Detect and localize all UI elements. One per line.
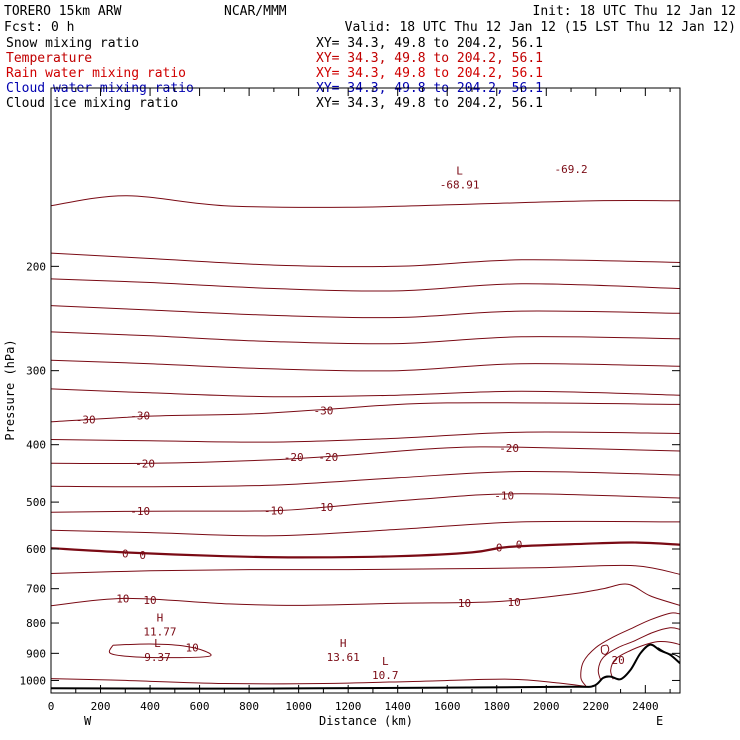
contour-label: -69.2 [554, 163, 587, 176]
contour-label: -10 [264, 505, 284, 518]
contour-label: -20 [135, 457, 155, 470]
terrain-line [657, 647, 680, 659]
field-label: Cloud ice mixing ratio [6, 96, 178, 111]
temperature-contour [51, 678, 586, 687]
x-tick-label: 400 [140, 700, 160, 713]
y-tick-label: 500 [26, 496, 46, 509]
contour-label: -30 [313, 404, 333, 417]
contour-label: -20 [499, 442, 519, 455]
temperature-contour [51, 252, 680, 268]
field-xy: XY= 34.3, 49.8 to 204.2, 56.1 [316, 51, 543, 66]
x-end-east: E [656, 714, 663, 728]
extremum-value: -68.91 [440, 179, 480, 192]
temperature-contour [51, 564, 680, 575]
temperature-contour [51, 278, 680, 292]
x-axis-label: Distance (km) [319, 714, 413, 728]
x-tick-label: 1200 [335, 700, 362, 713]
y-tick-label: 900 [26, 647, 46, 660]
init-time: Init: 18 UTC Thu 12 Jan 12 [533, 4, 737, 19]
temperature-contour [51, 305, 680, 319]
y-tick-label: 600 [26, 543, 46, 556]
terrain-line [51, 643, 680, 690]
contour-label: 0 [139, 549, 146, 562]
closed-contour [108, 643, 212, 659]
extremum-value: 9.37 [144, 651, 171, 664]
x-tick-label: 2200 [583, 700, 610, 713]
contour-label: -10 [130, 505, 150, 518]
y-tick-label: 700 [26, 583, 46, 596]
contour-label: 10 [458, 597, 471, 610]
contour-label: 10 [507, 596, 520, 609]
plot-area: -30 -30 -30-20 -20 -20-20-10 -10 -10-100 00 010 1… [20, 87, 681, 713]
field-xy: XY= 34.3, 49.8 to 204.2, 56.1 [316, 66, 543, 81]
temperature-contour [51, 402, 680, 423]
extremum-mark: H [340, 637, 347, 650]
y-tick-label: 800 [26, 617, 46, 630]
extremum-mark: H [157, 612, 164, 625]
forecast-hour: Fcst: 0 h [4, 20, 74, 35]
extremum-mark: L [382, 655, 389, 668]
x-tick-label: 200 [91, 700, 111, 713]
y-axis-label: Pressure (hPa) [3, 339, 17, 440]
x-end-west: W [84, 714, 92, 728]
temperature-contour [51, 446, 680, 465]
field-label: Temperature [6, 51, 92, 66]
org-title: NCAR/MMM [224, 4, 287, 19]
freezing-level-contour [51, 541, 680, 559]
y-tick-label: 400 [26, 439, 46, 452]
contour-label: -10 [313, 501, 333, 514]
contour-label: 10 [186, 642, 199, 655]
extremum-value: 13.61 [327, 651, 360, 664]
temperature-contour [51, 470, 680, 488]
temperature-contour [597, 627, 680, 681]
field-label: Rain water mixing ratio [6, 66, 186, 81]
temperature-contour [51, 583, 680, 607]
field-xy: XY= 34.3, 49.8 to 204.2, 56.1 [316, 96, 543, 111]
contour-label: 0 [516, 538, 523, 551]
contour-label: -10 [494, 489, 514, 502]
extremum-value: 11.77 [143, 626, 176, 639]
closed-contour [600, 644, 610, 655]
temperature-contour [51, 331, 680, 345]
x-tick-label: 1000 [285, 700, 312, 713]
contour-label: -30 [130, 409, 150, 422]
extremum-mark: L [456, 165, 463, 178]
x-tick-label: 1600 [434, 700, 461, 713]
temperature-contour [610, 640, 680, 680]
contour-label: 10 [116, 592, 129, 605]
x-tick-label: 2400 [632, 700, 659, 713]
plot-frame [50, 87, 681, 694]
temperature-contour [51, 359, 680, 372]
temperature-contour [51, 388, 680, 398]
field-xy: XY= 34.3, 49.8 to 204.2, 56.1 [316, 36, 543, 51]
contour-label: 0 [122, 548, 129, 561]
model-title: TORERO 15km ARW [4, 4, 122, 19]
x-tick-label: 0 [48, 700, 55, 713]
contour-label: -20 [284, 451, 304, 464]
field-legend: Snow mixing ratio XY= 34.3, 49.8 to 204.2… [6, 36, 543, 111]
contour-label: -30 [76, 414, 96, 427]
contour-label: 10 [143, 594, 156, 607]
field-label: Snow mixing ratio [6, 36, 139, 51]
x-tick-label: 2000 [533, 700, 560, 713]
extremum-mark: L [154, 637, 161, 650]
x-tick-label: 800 [239, 700, 259, 713]
temperature-contour [51, 195, 680, 208]
x-tick-label: 1800 [483, 700, 510, 713]
y-tick-label: 200 [26, 260, 46, 273]
contour-label: -20 [318, 451, 338, 464]
temperature-contour [51, 431, 680, 443]
extremum-value: 10.7 [372, 669, 399, 682]
contour-label: 20 [611, 654, 624, 667]
y-tick-label: 1000 [20, 674, 47, 687]
x-tick-label: 600 [190, 700, 210, 713]
x-tick-label: 1400 [384, 700, 411, 713]
y-tick-label: 300 [26, 365, 46, 378]
temperature-contour [580, 612, 680, 687]
temperature-contour [51, 520, 680, 537]
contour-label: 0 [496, 542, 503, 555]
valid-time: Valid: 18 UTC Thu 12 Jan 12 (15 LST Thu … [345, 20, 736, 35]
temperature-contour [51, 493, 680, 513]
